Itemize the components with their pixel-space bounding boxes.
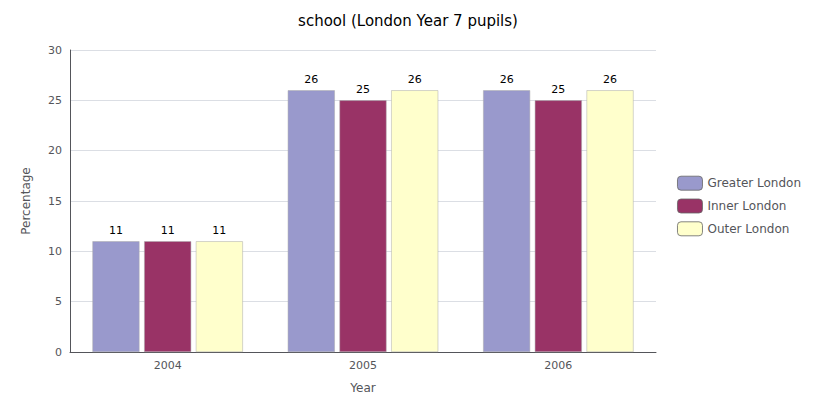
svg-text:15: 15	[48, 195, 62, 208]
svg-text:30: 30	[48, 44, 62, 57]
svg-text:Greater London: Greater London	[707, 176, 801, 190]
svg-text:20: 20	[48, 144, 62, 157]
svg-text:25: 25	[551, 83, 565, 96]
svg-text:11: 11	[161, 224, 175, 237]
svg-text:25: 25	[48, 94, 62, 107]
svg-text:school (London Year 7 pupils): school (London Year 7 pupils)	[298, 12, 518, 30]
svg-text:26: 26	[603, 73, 617, 86]
svg-text:Inner London: Inner London	[707, 199, 786, 213]
svg-text:5: 5	[55, 295, 62, 308]
svg-text:Year: Year	[349, 381, 375, 395]
svg-text:0: 0	[55, 346, 62, 359]
svg-text:26: 26	[500, 73, 514, 86]
svg-text:11: 11	[109, 224, 123, 237]
svg-text:10: 10	[48, 245, 62, 258]
svg-text:26: 26	[408, 73, 422, 86]
svg-text:Outer London: Outer London	[707, 222, 789, 236]
svg-text:Percentage: Percentage	[19, 167, 33, 235]
svg-text:26: 26	[304, 73, 318, 86]
svg-text:2006: 2006	[544, 359, 572, 372]
svg-text:2004: 2004	[154, 359, 182, 372]
svg-text:11: 11	[212, 224, 226, 237]
svg-text:25: 25	[356, 83, 370, 96]
svg-text:2005: 2005	[349, 359, 377, 372]
